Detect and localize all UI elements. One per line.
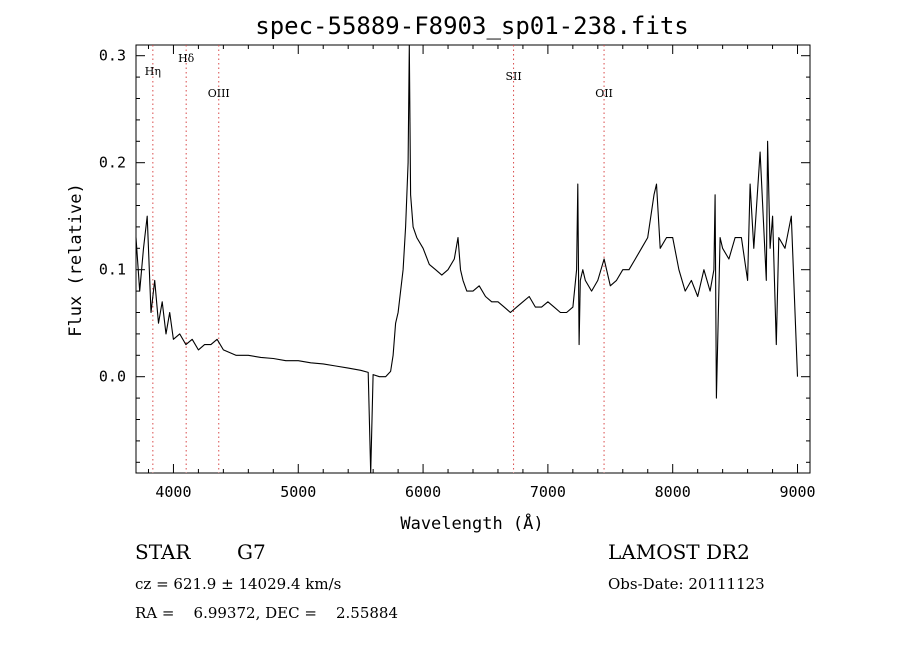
axes: 4000 5000 6000 7000 8000 9000 0.0 0.1 0.2 0.3 [99, 44, 816, 501]
object-subclass: G7 [237, 540, 266, 564]
y-tick-label: 0.3 [99, 47, 126, 65]
y-tick-label: 0.2 [99, 154, 126, 172]
line-marker-label: Hδ [178, 52, 195, 65]
x-tick-label: 5000 [280, 483, 316, 501]
x-tick-label: 6000 [405, 483, 441, 501]
spectrum-series [135, 44, 799, 474]
line-marker-label: OII [595, 87, 613, 100]
object-type: STAR [135, 540, 191, 564]
survey-label: LAMOST DR2 [608, 540, 750, 564]
chart-title: spec-55889-F8903_sp01-238.fits [255, 12, 688, 40]
y-tick-label: 0.0 [99, 368, 126, 386]
x-axis-label: Wavelength (Å) [400, 512, 543, 534]
y-axis-label: Flux (relative) [66, 183, 86, 337]
line-marker-label: SII [505, 70, 521, 83]
x-tick-label: 9000 [779, 483, 815, 501]
obs-date: Obs-Date: 20111123 [608, 575, 765, 593]
x-tick-label: 4000 [155, 483, 191, 501]
emission-line-markers: Hη Hδ OIII SII OII [145, 45, 613, 473]
x-tick-label: 8000 [655, 483, 691, 501]
redshift-readout: cz = 621.9 ± 14029.4 km/s [135, 575, 342, 593]
y-tick-label: 0.1 [99, 261, 126, 279]
spectrum-line [135, 44, 799, 474]
coordinates: RA = 6.99372, DEC = 2.55884 [135, 604, 398, 622]
plot-frame [135, 44, 811, 474]
line-marker-label: Hη [145, 65, 161, 78]
line-marker-label: OIII [208, 87, 230, 100]
x-tick-label: 7000 [530, 483, 566, 501]
